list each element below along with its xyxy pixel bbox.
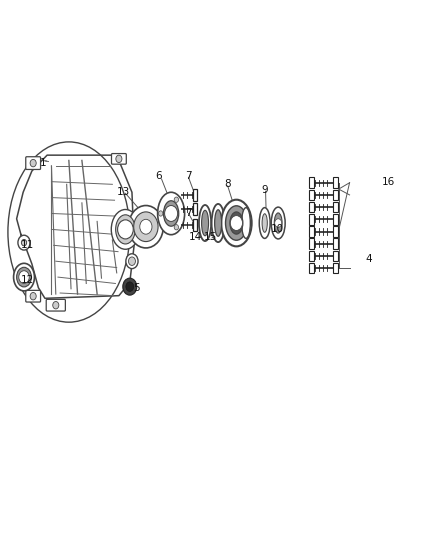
Ellipse shape — [14, 263, 35, 291]
FancyBboxPatch shape — [26, 290, 41, 302]
Circle shape — [126, 282, 134, 292]
Text: 1: 1 — [39, 158, 46, 168]
FancyBboxPatch shape — [309, 226, 314, 237]
FancyBboxPatch shape — [309, 190, 314, 200]
Circle shape — [126, 254, 138, 269]
Circle shape — [174, 197, 179, 203]
FancyBboxPatch shape — [112, 154, 126, 164]
Ellipse shape — [230, 212, 243, 234]
FancyBboxPatch shape — [309, 202, 314, 213]
Text: 13: 13 — [117, 187, 130, 197]
Text: 4: 4 — [366, 254, 372, 263]
Circle shape — [19, 271, 29, 284]
Ellipse shape — [201, 211, 208, 236]
Ellipse shape — [199, 205, 211, 241]
Ellipse shape — [17, 267, 32, 287]
Text: 16: 16 — [382, 176, 396, 187]
Text: 10: 10 — [271, 224, 284, 235]
Circle shape — [117, 220, 133, 239]
Circle shape — [21, 239, 27, 246]
Text: 7: 7 — [185, 172, 192, 181]
Ellipse shape — [221, 200, 252, 246]
FancyBboxPatch shape — [332, 263, 338, 273]
Ellipse shape — [274, 213, 282, 233]
Circle shape — [275, 219, 282, 227]
FancyBboxPatch shape — [193, 189, 197, 201]
FancyBboxPatch shape — [332, 177, 338, 188]
Text: 7: 7 — [185, 208, 192, 219]
Ellipse shape — [158, 192, 185, 235]
Circle shape — [128, 206, 163, 248]
Text: 12: 12 — [21, 274, 34, 285]
Circle shape — [30, 293, 36, 300]
Ellipse shape — [262, 214, 267, 232]
Text: 11: 11 — [21, 240, 34, 251]
FancyBboxPatch shape — [332, 214, 338, 224]
Ellipse shape — [242, 208, 251, 238]
Polygon shape — [17, 155, 134, 298]
Ellipse shape — [163, 201, 179, 226]
Circle shape — [134, 212, 158, 241]
Circle shape — [30, 159, 36, 167]
Circle shape — [18, 235, 30, 250]
Text: 6: 6 — [155, 172, 161, 181]
Circle shape — [159, 211, 163, 216]
Text: 5: 5 — [133, 282, 140, 293]
Circle shape — [165, 206, 178, 221]
Circle shape — [140, 219, 152, 234]
FancyBboxPatch shape — [309, 214, 314, 224]
Ellipse shape — [116, 215, 135, 244]
FancyBboxPatch shape — [332, 251, 338, 261]
FancyBboxPatch shape — [46, 300, 65, 311]
FancyBboxPatch shape — [332, 190, 338, 200]
FancyBboxPatch shape — [332, 238, 338, 249]
Ellipse shape — [259, 208, 270, 238]
Ellipse shape — [226, 206, 247, 240]
Text: 8: 8 — [224, 179, 231, 189]
FancyBboxPatch shape — [332, 226, 338, 237]
Text: 15: 15 — [204, 232, 217, 243]
FancyBboxPatch shape — [309, 177, 314, 188]
Circle shape — [230, 216, 243, 230]
Ellipse shape — [212, 204, 225, 242]
FancyBboxPatch shape — [309, 263, 314, 273]
Circle shape — [53, 302, 59, 309]
FancyBboxPatch shape — [309, 238, 314, 249]
Text: 14: 14 — [188, 232, 201, 243]
Circle shape — [128, 257, 135, 265]
FancyBboxPatch shape — [309, 251, 314, 261]
FancyBboxPatch shape — [193, 203, 197, 215]
Circle shape — [116, 155, 122, 163]
FancyBboxPatch shape — [332, 202, 338, 213]
Circle shape — [123, 278, 137, 295]
Ellipse shape — [215, 210, 222, 236]
Circle shape — [174, 224, 179, 230]
FancyBboxPatch shape — [193, 219, 197, 231]
Ellipse shape — [111, 209, 140, 249]
FancyBboxPatch shape — [26, 157, 41, 169]
Ellipse shape — [271, 207, 285, 239]
Text: 9: 9 — [261, 184, 268, 195]
